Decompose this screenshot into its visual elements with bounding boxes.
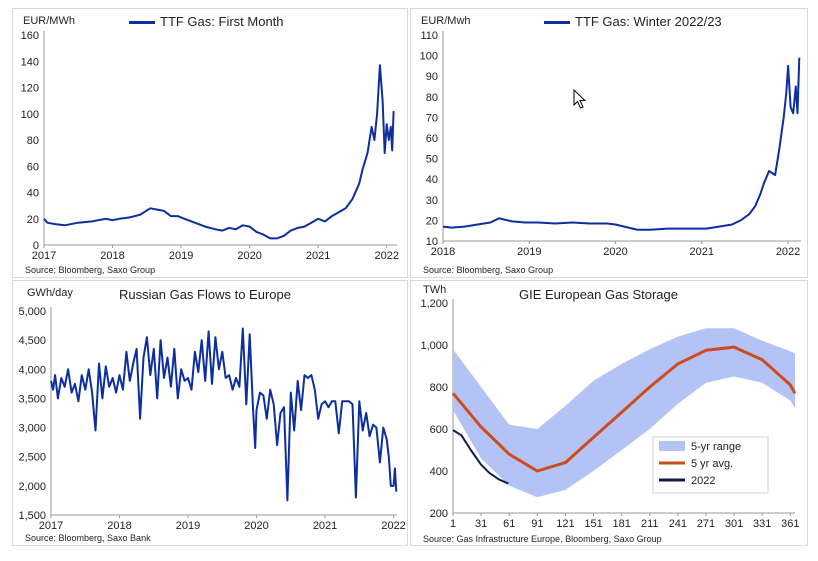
x-tick-label: 331 xyxy=(753,518,771,530)
gas-storage-source: Source: Gas Infrastructure Europe, Bloom… xyxy=(423,534,662,544)
y-tick-label: 10 xyxy=(426,236,438,248)
x-tick-label: 2020 xyxy=(244,520,268,532)
ttf-winter-plot: 10 20 30 40 50 60 70 80 90 100 110 2018 2019 2020 2021… xyxy=(420,30,801,258)
ttf-first-month-legend-label: TTF Gas: First Month xyxy=(160,14,284,29)
x-tick-label: 2021 xyxy=(690,246,714,258)
x-tick-label: 2019 xyxy=(169,250,193,262)
y-tick-label: 80 xyxy=(27,135,39,147)
x-tick-label: 1 xyxy=(450,518,456,530)
x-tick-label: 361 xyxy=(781,518,799,530)
y-tick-label: 5,000 xyxy=(18,306,46,318)
y-tick-label: 20 xyxy=(27,214,39,226)
chart-panel-ttf-winter: 10 20 30 40 50 60 70 80 90 100 110 2018 2019 2020 2021… xyxy=(410,8,808,278)
legend-label: 5-yr range xyxy=(691,441,741,453)
x-tick-label: 2022 xyxy=(776,246,800,258)
y-tick-label: 140 xyxy=(21,56,39,68)
x-tick-label: 151 xyxy=(584,518,602,530)
legend-label: 5 yr avg. xyxy=(691,458,733,470)
y-tick-label: 50 xyxy=(426,154,438,166)
gas-storage-title: GIE European Gas Storage xyxy=(519,287,678,302)
y-tick-label: 2,500 xyxy=(18,452,46,464)
series-line xyxy=(50,327,398,502)
y-tick-label: 110 xyxy=(420,30,438,42)
y-tick-label: 1,500 xyxy=(18,510,46,522)
x-tick-label: 121 xyxy=(556,518,574,530)
russian-flows-ylabel: GWh/day xyxy=(27,287,73,299)
x-tick-label: 2018 xyxy=(100,250,124,262)
ttf-first-month-plot: 0 20 40 60 80 100 120 140 160 2017 2018 2019 2020 202… xyxy=(21,30,399,262)
russian-flows-plot: 1,500 2,000 2,500 3,000 3,500 4,000 4,500 5,000… xyxy=(18,306,405,532)
x-tick-label: 2017 xyxy=(32,250,56,262)
ttf-winter-ylabel: EUR/Mwh xyxy=(421,15,471,27)
y-tick-label: 80 xyxy=(426,92,438,104)
russian-flows-title: Russian Gas Flows to Europe xyxy=(119,287,291,302)
x-tick-label: 2021 xyxy=(306,250,330,262)
y-tick-label: 30 xyxy=(426,195,438,207)
ttf-winter-legend-line xyxy=(544,21,570,25)
gas-storage-ylabel: TWh xyxy=(423,284,447,296)
ttf-winter-legend-label: TTF Gas: Winter 2022/23 xyxy=(575,14,722,29)
x-tick-label: 31 xyxy=(475,518,487,530)
x-tick-label: 271 xyxy=(697,518,715,530)
x-tick-label: 241 xyxy=(669,518,687,530)
y-tick-label: 0 xyxy=(33,240,39,252)
y-tick-label: 60 xyxy=(426,133,438,145)
y-tick-label: 4,000 xyxy=(18,364,46,376)
five-yr-range-band xyxy=(453,328,795,498)
five-yr-avg-line xyxy=(451,345,797,473)
x-tick-label: 2017 xyxy=(39,520,63,532)
x-tick-label: 2020 xyxy=(237,250,261,262)
russian-flows-source: Source: Bloomberg, Saxo Bank xyxy=(25,533,151,543)
x-tick-label: 181 xyxy=(612,518,630,530)
y-tick-label: 160 xyxy=(21,30,39,42)
legend-label: 2022 xyxy=(691,475,715,487)
gas-storage-plot: 200 400 600 800 1,000 1,200 1 31 61 91 121 151 181 21… xyxy=(420,298,799,530)
x-tick-label: 2021 xyxy=(313,520,337,532)
y-tick-label: 4,500 xyxy=(18,335,46,347)
x-tick-label: 2022 xyxy=(374,250,398,262)
y-tick-label: 2,000 xyxy=(18,481,46,493)
y-tick-label: 70 xyxy=(426,112,438,124)
x-tick-label: 301 xyxy=(725,518,743,530)
y-tick-label: 120 xyxy=(21,83,39,95)
y-tick-label: 800 xyxy=(430,382,448,394)
ttf-winter-title: TTF Gas: Winter 2022/23 xyxy=(544,14,722,29)
x-tick-label: 2018 xyxy=(431,246,455,258)
chart-panel-gas-storage: 200 400 600 800 1,000 1,200 1 31 61 91 121 151 181 21… xyxy=(410,280,808,546)
y-tick-label: 400 xyxy=(430,466,448,478)
y-tick-label: 20 xyxy=(426,215,438,227)
ttf-first-month-source: Source: Bloomberg, Saxo Group xyxy=(25,265,156,275)
series-line xyxy=(442,57,801,231)
y-tick-label: 1,200 xyxy=(420,298,448,310)
chart-panel-ttf-first-month: 0 20 40 60 80 100 120 140 160 2017 2018 2019 2020 202… xyxy=(12,8,408,278)
y-tick-label: 600 xyxy=(430,424,448,436)
ttf-first-month-legend-line xyxy=(129,21,155,25)
x-tick-label: 2019 xyxy=(517,246,541,258)
y-tick-label: 3,500 xyxy=(18,393,46,405)
x-tick-label: 91 xyxy=(531,518,543,530)
ttf-first-month-title: TTF Gas: First Month xyxy=(129,14,284,29)
legend-swatch-range xyxy=(659,441,685,451)
x-tick-label: 2020 xyxy=(603,246,627,258)
y-tick-label: 200 xyxy=(430,508,448,520)
x-tick-label: 2022 xyxy=(381,520,405,532)
x-tick-label: 2019 xyxy=(176,520,200,532)
y-tick-label: 90 xyxy=(426,71,438,83)
y-tick-label: 40 xyxy=(426,174,438,186)
chart-panel-russian-flows: 1,500 2,000 2,500 3,000 3,500 4,000 4,500 5,000… xyxy=(12,280,408,546)
y-tick-label: 1,000 xyxy=(420,340,448,352)
ttf-first-month-ylabel: EUR/MWh xyxy=(23,15,75,27)
series-2022-line xyxy=(452,429,509,485)
ttf-winter-source: Source: Bloomberg, Saxo Group xyxy=(423,265,554,275)
x-tick-label: 211 xyxy=(641,518,659,530)
y-tick-label: 60 xyxy=(27,161,39,173)
series-line xyxy=(43,64,395,240)
mouse-cursor-icon xyxy=(573,89,587,109)
x-tick-label: 61 xyxy=(503,518,515,530)
y-tick-label: 3,000 xyxy=(18,423,46,435)
y-tick-label: 40 xyxy=(27,188,39,200)
y-tick-label: 100 xyxy=(21,109,39,121)
x-tick-label: 2018 xyxy=(107,520,131,532)
y-tick-label: 100 xyxy=(420,51,438,63)
